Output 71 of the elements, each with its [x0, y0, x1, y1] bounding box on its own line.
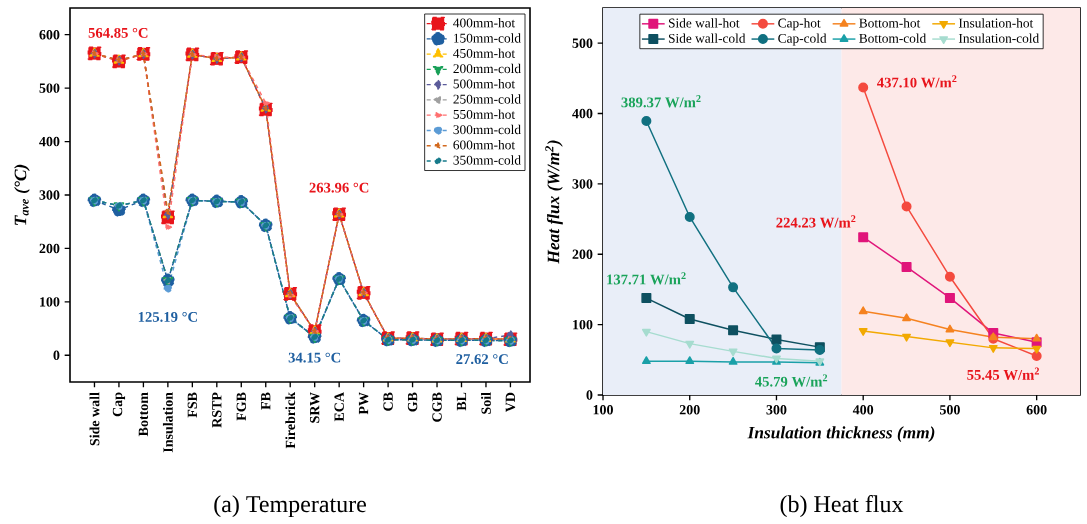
x-tick-label: 200: [679, 405, 700, 415]
legend-label: 600mm-hot: [453, 140, 516, 150]
annotation: 564.85 °C: [88, 27, 148, 38]
annotation: 55.45 W/m$^{2}$: [967, 367, 1039, 380]
x-tick-label: 500: [939, 405, 960, 415]
legend-label: 450mm-hot: [453, 48, 516, 58]
y-tick-label: 0: [586, 390, 593, 400]
legend-label: 400mm-hot: [453, 17, 516, 28]
y-tick-label: 200: [572, 249, 593, 259]
y-tick-label: 600: [39, 29, 60, 40]
x-tick-label: Bottom: [138, 392, 149, 437]
y-axis-title: Heat flux (W/m$^{2}$): [545, 140, 563, 264]
x-tick-label: Firebrick: [285, 392, 296, 449]
y-tick-label: 300: [572, 179, 593, 189]
x-tick-label: 600: [1026, 405, 1047, 415]
annotation: 437.10 W/m$^{2}$: [877, 75, 957, 88]
y-tick-label: 400: [572, 108, 593, 119]
legend-label: Cap-hot: [778, 18, 821, 31]
y-tick-label: 200: [39, 243, 60, 254]
annotation: 224.23 W/m$^{2}$: [776, 215, 856, 228]
annotation: 27.62 °C: [456, 354, 508, 365]
legend-label: Cap-cold: [778, 33, 827, 46]
y-tick-label: 400: [39, 136, 60, 147]
x-axis-title: Insulation thickness (mm): [747, 426, 935, 443]
legend-label: Side wall-cold: [668, 33, 746, 43]
y-tick-label: 0: [53, 350, 60, 361]
y-tick-label: 300: [39, 190, 60, 200]
annotation: 263.96 °C: [309, 182, 369, 193]
x-tick-label: SRW: [309, 392, 320, 423]
legend-label: Side wall-hot: [668, 18, 740, 28]
annotation: 34.15 °C: [288, 352, 341, 363]
legend-label: 350mm-cold: [453, 155, 521, 165]
x-tick-label: 100: [593, 405, 613, 415]
x-tick-label: PW: [358, 392, 369, 415]
legend-label: 550mm-hot: [453, 109, 516, 119]
x-tick-label: FGB: [236, 392, 246, 421]
x-tick-label: FB: [261, 392, 271, 410]
x-tick-label: Side wall: [89, 392, 100, 446]
x-tick-label: VD: [505, 392, 516, 413]
x-tick-label: RSTP: [212, 392, 222, 428]
y-axis-title: T$_{ave}$ (°C): [14, 164, 30, 225]
annotation: 125.19 °C: [138, 312, 197, 322]
x-tick-label: FSB: [187, 392, 198, 418]
legend-label: 150mm-cold: [454, 33, 521, 43]
legend-label: Bottom-hot: [859, 18, 921, 28]
legend-label: 250mm-cold: [453, 94, 521, 104]
y-tick-label: 500: [39, 83, 60, 93]
x-tick-label: Insulation: [162, 392, 173, 453]
legend-label: Insulation-cold: [958, 33, 1040, 43]
x-tick-label: BL: [456, 392, 467, 411]
y-tick-label: 500: [572, 38, 593, 48]
text: (b) Heat flux: [780, 495, 904, 518]
y-tick-label: 100: [40, 297, 60, 307]
x-tick-label: Soil: [481, 392, 491, 414]
annotation: 45.79 W/m$^{2}$: [755, 374, 828, 387]
x-tick-label: ECA: [334, 392, 344, 422]
legend-label: 200mm-cold: [453, 63, 521, 74]
x-tick-label: GB: [407, 392, 418, 412]
annotation: 137.71 W/m$^{2}$: [607, 272, 686, 285]
legend-label: Insulation-hot: [958, 18, 1034, 28]
x-tick-label: CB: [383, 392, 393, 411]
x-tick-label: 300: [766, 405, 787, 415]
annotation: 389.37 W/m$^{2}$: [621, 95, 701, 108]
legend-label: 500mm-hot: [453, 79, 516, 89]
legend-label: 300mm-cold: [453, 124, 521, 135]
x-tick-label: CGB: [432, 392, 442, 422]
x-tick-label: Cap: [112, 392, 126, 417]
legend-label: Bottom-cold: [859, 33, 927, 43]
text: (a) Temperature: [214, 495, 366, 518]
y-tick-label: 100: [573, 319, 593, 330]
x-tick-label: 400: [852, 405, 874, 415]
